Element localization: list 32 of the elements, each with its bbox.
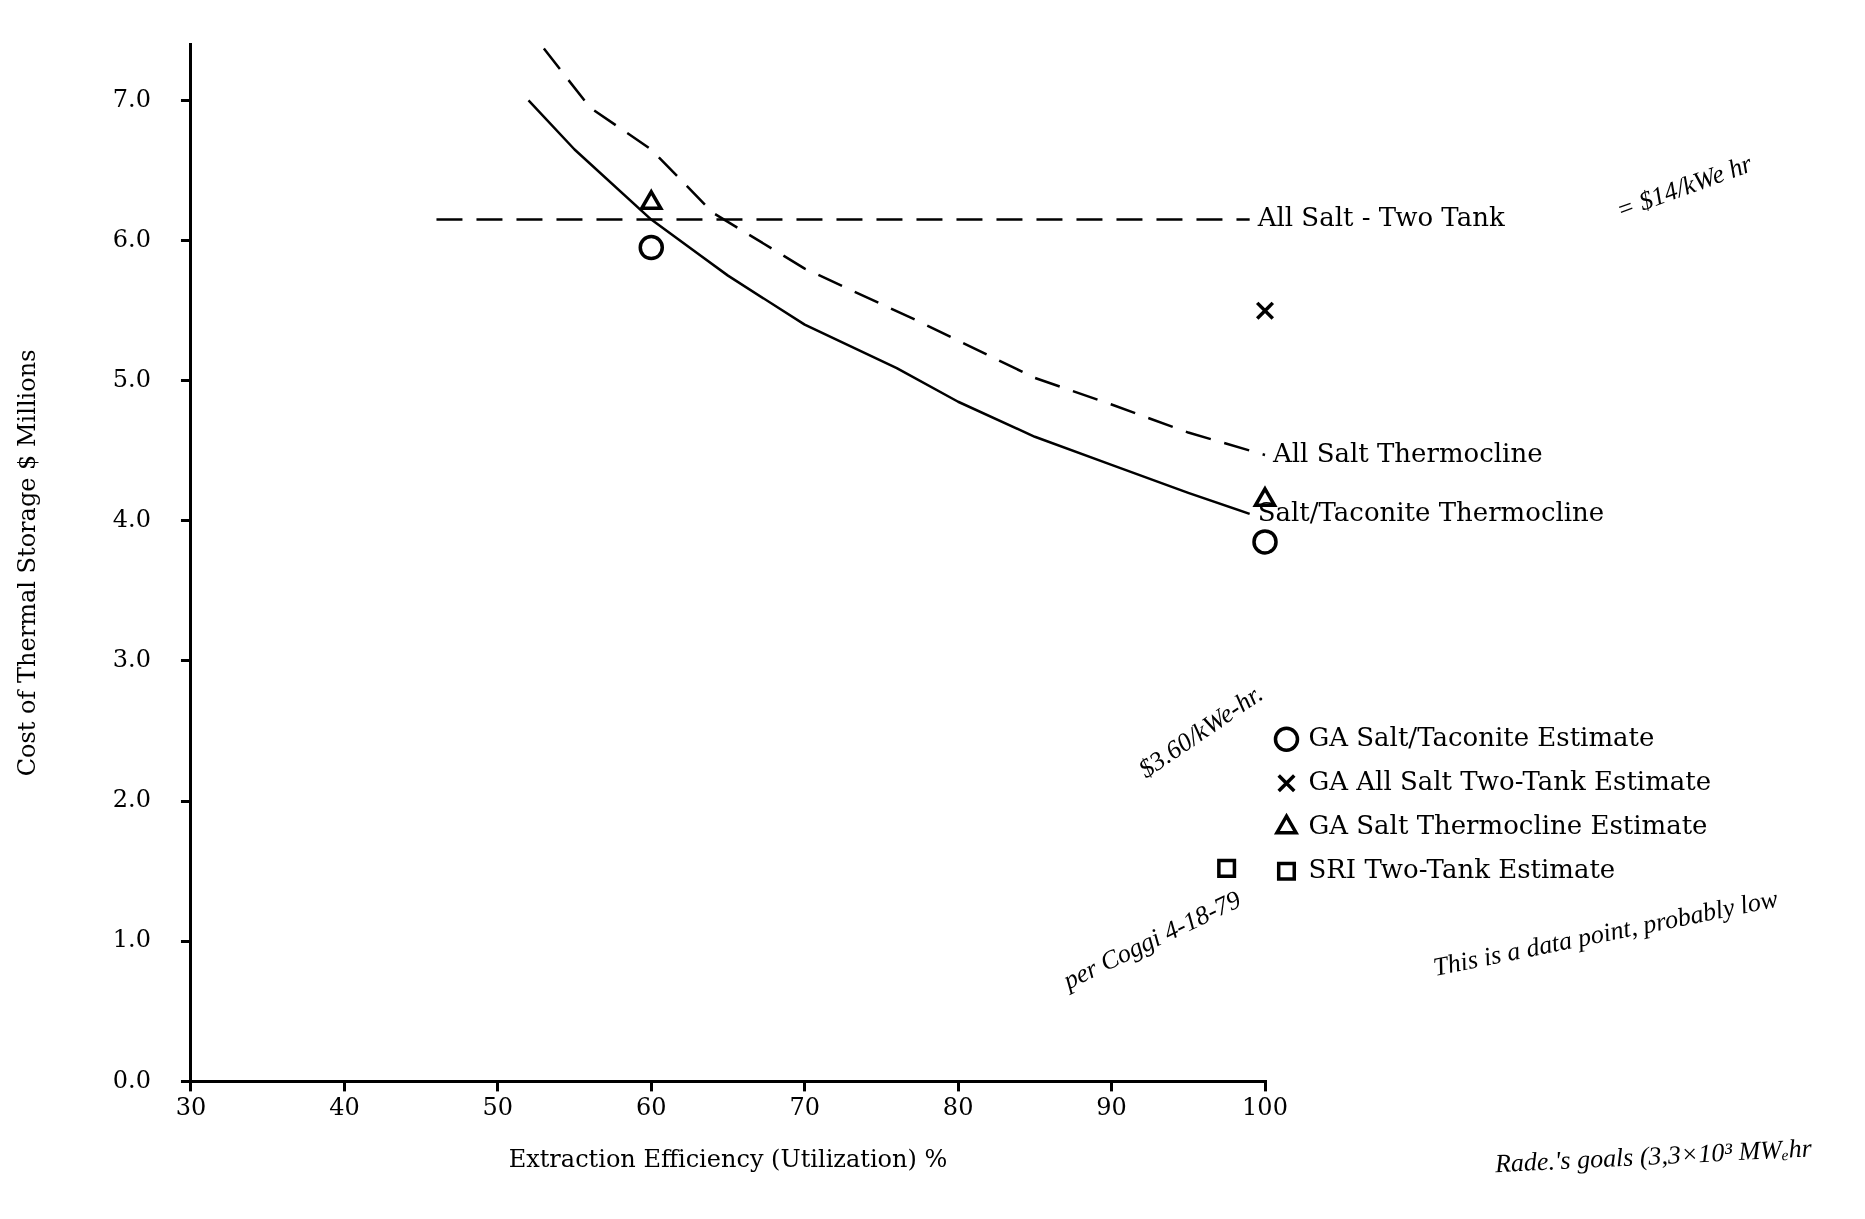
x-tick-label: 60 <box>635 1093 667 1122</box>
y-tick-label: 5.0 <box>112 364 151 393</box>
x-axis-title: Extraction Efficiency (Utilization) % <box>508 1144 948 1173</box>
point <box>1217 858 1237 878</box>
legend-label: GA Salt Thermocline Estimate <box>1308 809 1708 840</box>
legend-label: GA Salt/Taconite Estimate <box>1308 721 1655 752</box>
text: This is a data point, probably low <box>1430 883 1781 982</box>
y-tick-label: 1.0 <box>112 925 151 954</box>
point <box>1255 301 1275 321</box>
y-tick-label: 6.0 <box>112 224 151 253</box>
y-tick-label: 0.0 <box>112 1065 151 1094</box>
series-label: All Salt Thermocline <box>1272 437 1543 468</box>
series-label: Salt/Taconite Thermocline <box>1257 496 1605 527</box>
x-tick-label: 40 <box>329 1093 360 1122</box>
point <box>638 234 665 261</box>
series-label: All Salt - Two Tank <box>1256 202 1505 233</box>
legend-label: SRI Two-Tank Estimate <box>1308 853 1616 884</box>
text: Rade.'s goals (3,3×10³ MWₑhr <box>1493 1133 1814 1179</box>
x-tick-label: 70 <box>789 1093 820 1122</box>
y-axis-title: Cost of Thermal Storage $ Millions <box>12 349 41 777</box>
y-tick-label: 2.0 <box>112 785 151 814</box>
text: = $14/kWe hr <box>1612 148 1757 225</box>
x-tick-label: 50 <box>482 1093 514 1122</box>
y-tick-label: 3.0 <box>112 645 151 674</box>
x-tick-label: 30 <box>175 1093 207 1122</box>
y-tick-label: 4.0 <box>112 505 151 534</box>
point <box>1252 529 1278 555</box>
x-tick-label: 90 <box>1096 1093 1127 1122</box>
x-tick-label: 100 <box>1242 1093 1288 1122</box>
y-tick-label: 7.0 <box>112 84 151 113</box>
legend-label: GA All Salt Two-Tank Estimate <box>1308 765 1712 796</box>
x-tick-label: 80 <box>942 1093 974 1122</box>
